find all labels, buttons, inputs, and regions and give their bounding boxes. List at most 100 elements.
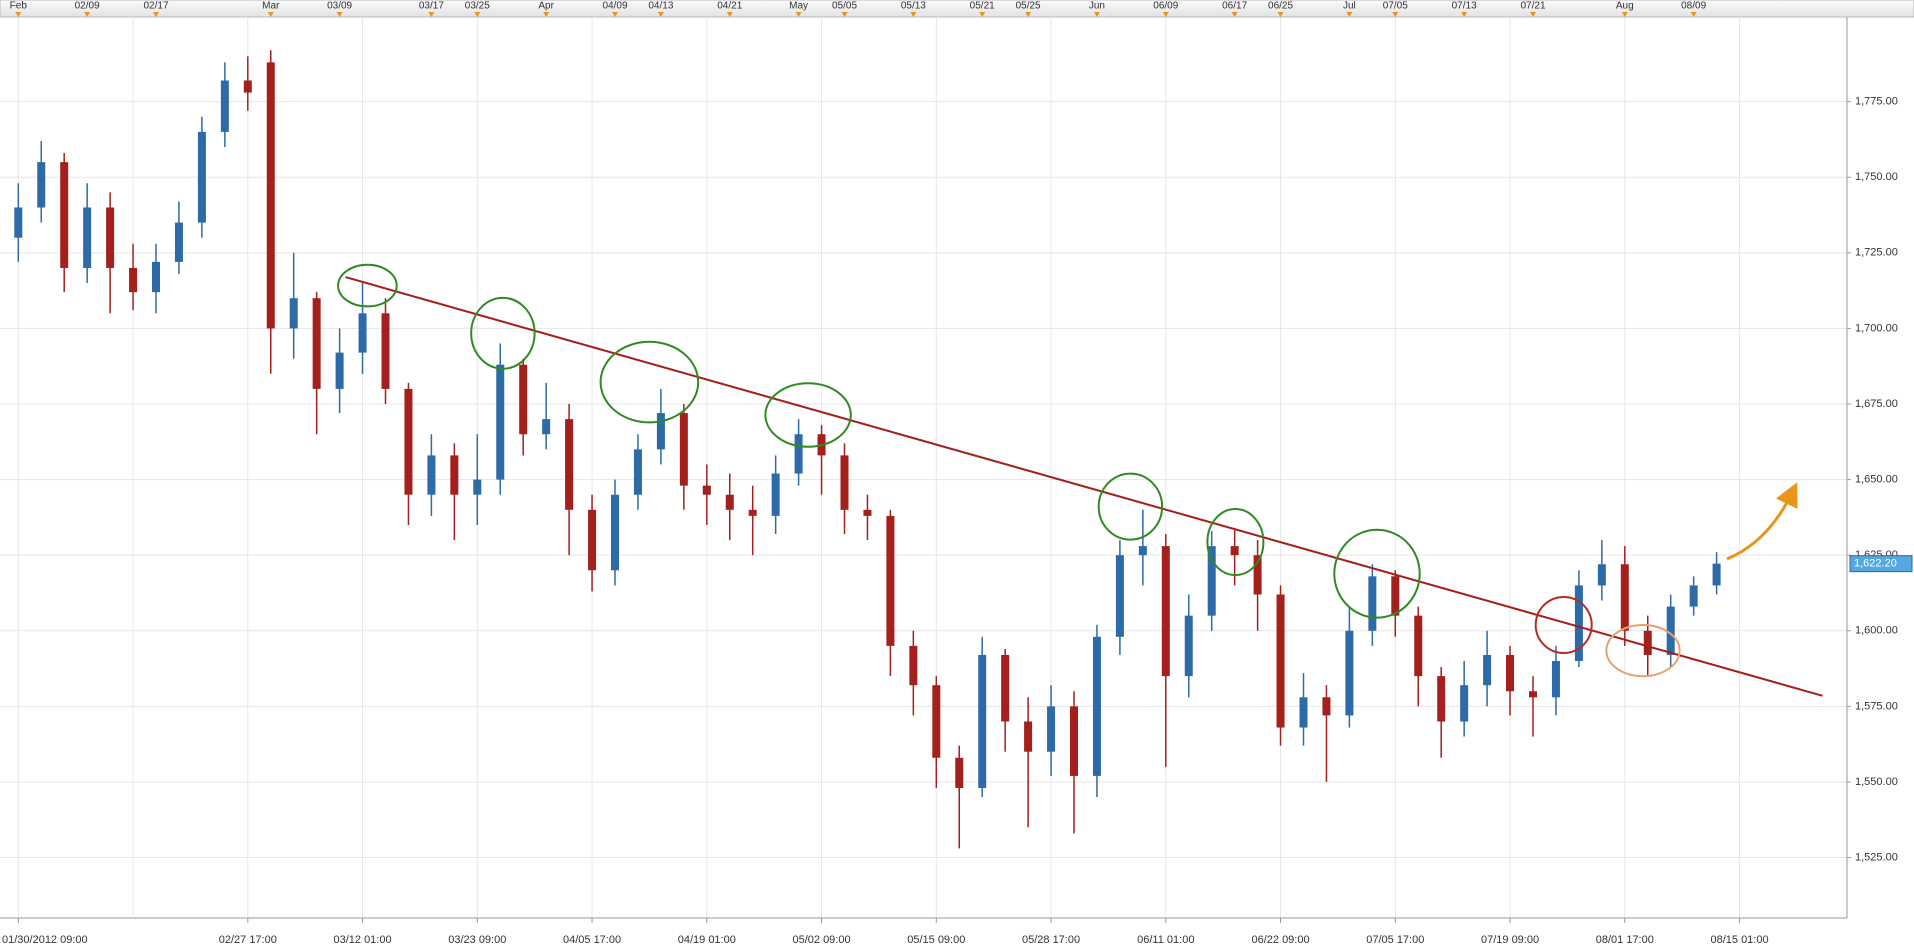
y-tick-label: 1,600.00 (1855, 625, 1898, 637)
top-tick (1461, 12, 1468, 17)
x-tick-label: 07/19 09:00 (1481, 934, 1539, 946)
candle-body (1574, 585, 1583, 662)
candle-body (473, 479, 482, 495)
candle-body (266, 62, 275, 329)
candle-body (1506, 654, 1515, 692)
top-tick (910, 12, 917, 17)
candle-body (1047, 706, 1056, 752)
y-tick-label: 1,700.00 (1855, 322, 1898, 334)
candle-body (427, 455, 436, 495)
top-tick-label: Feb (10, 1, 28, 12)
top-tick-label: 03/25 (465, 1, 490, 12)
x-tick-label: 03/23 09:00 (448, 934, 506, 946)
top-tick (267, 12, 274, 17)
top-tick (1621, 12, 1628, 17)
candle-body (679, 413, 688, 486)
top-tick (428, 12, 435, 17)
y-tick-label: 1,725.00 (1855, 247, 1898, 259)
candle-body (496, 364, 505, 480)
top-tick (1093, 12, 1100, 17)
top-tick (1162, 12, 1169, 17)
top-tick-label: 03/17 (419, 1, 444, 12)
top-tick-label: 07/13 (1452, 1, 1477, 12)
candle-body (83, 207, 92, 268)
candle-body (37, 162, 46, 208)
top-tick-label: Aug (1616, 1, 1634, 12)
candle-body (1070, 706, 1078, 776)
top-tick-label: 04/13 (648, 1, 673, 12)
top-tick (841, 12, 848, 17)
candle-body (1230, 546, 1239, 556)
candle-body (1345, 630, 1354, 716)
candle-body (1483, 654, 1492, 686)
candle-body (358, 313, 367, 353)
candle-body (1529, 691, 1537, 698)
top-tick-label: Mar (262, 1, 280, 12)
top-tick (657, 12, 664, 17)
up-arrow (1726, 482, 1798, 561)
candle-body (794, 434, 803, 474)
candle-body (886, 515, 895, 646)
top-tick-label: 03/09 (327, 1, 352, 12)
x-tick-label: 02/27 17:00 (219, 934, 277, 946)
annotations (337, 263, 1823, 697)
top-tick (84, 12, 91, 17)
candle-body (978, 654, 987, 788)
top-tick (1530, 12, 1536, 17)
candle-body (197, 131, 206, 223)
candle-body (404, 388, 413, 495)
candle-body (1184, 615, 1193, 677)
y-tick-label: 1,775.00 (1855, 96, 1898, 108)
candle-body (702, 485, 711, 495)
top-tick (1392, 12, 1399, 17)
top-tick-label: 06/25 (1268, 1, 1293, 12)
y-tick-label: 1,550.00 (1855, 776, 1898, 788)
candle-body (656, 413, 665, 450)
highlight-circle (337, 263, 398, 308)
highlight-circle (1206, 508, 1265, 576)
candle-body (1322, 697, 1331, 716)
candle-body (1414, 615, 1423, 677)
y-tick-label: 1,650.00 (1855, 474, 1898, 486)
candle-body (106, 207, 115, 268)
candle-body (1437, 676, 1446, 722)
highlight-circle (470, 296, 536, 370)
candle-body (1689, 585, 1698, 607)
x-tick-label: 06/22 09:00 (1251, 934, 1309, 946)
last-price-label: 1,622.20 (1854, 558, 1897, 570)
candle-body (1597, 564, 1606, 586)
top-tick-label: 07/21 (1520, 1, 1545, 12)
top-tick-label: 05/25 (1016, 1, 1041, 12)
candle-body (932, 685, 941, 758)
candle-body (1551, 661, 1560, 698)
top-tick (336, 12, 343, 17)
candle-body (450, 455, 459, 495)
candle-body (909, 645, 918, 686)
top-tick (612, 12, 618, 17)
candle-body (289, 298, 298, 329)
candle-body (1207, 546, 1216, 616)
candle-body (1299, 697, 1308, 728)
top-tick (1277, 12, 1284, 17)
y-tick-label: 1,575.00 (1855, 700, 1898, 712)
candle-body (312, 298, 321, 389)
highlight-circle (1333, 528, 1421, 619)
x-tick-label: 08/01 17:00 (1596, 934, 1654, 946)
breakout-circle (1534, 596, 1593, 654)
top-tick (543, 12, 550, 17)
top-tick (153, 12, 159, 17)
top-tick-label: 02/17 (143, 1, 168, 12)
top-tick-label: 04/21 (717, 1, 742, 12)
candle-body (771, 473, 780, 516)
candle-body (1276, 594, 1285, 728)
x-tick-label: 04/05 17:00 (563, 934, 621, 946)
y-tick-label: 1,675.00 (1855, 398, 1898, 410)
candle-body (335, 352, 344, 389)
x-tick-label: 05/02 09:00 (792, 934, 850, 946)
candle-body (1666, 606, 1675, 655)
candle-body (565, 419, 574, 510)
candle-body (955, 757, 964, 788)
top-tick (15, 12, 22, 17)
highlight-circle (599, 340, 700, 424)
